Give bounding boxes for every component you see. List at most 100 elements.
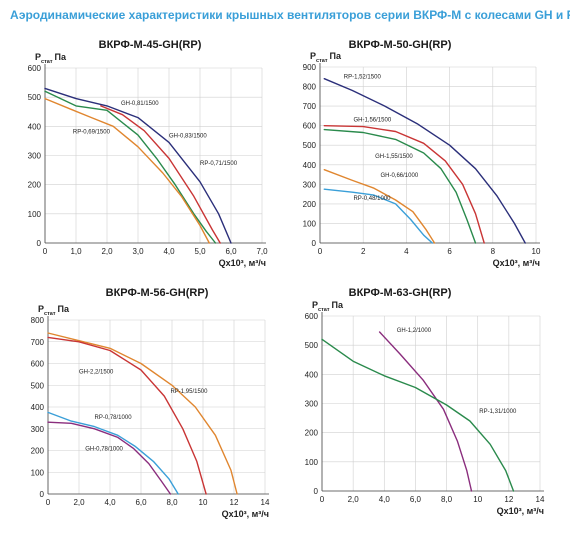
y-tick-label: 100 xyxy=(303,219,317,228)
x-tick-label: 6,0 xyxy=(410,495,422,504)
series-annotation: GH-0,66/1000 xyxy=(380,173,418,179)
series-line-2 xyxy=(323,124,485,244)
y-tick-label: 800 xyxy=(303,83,317,92)
x-tick-label: 10 xyxy=(473,495,482,504)
series-line-5 xyxy=(323,188,433,244)
series-line-2 xyxy=(47,336,207,495)
y-axis-label-unit: Па xyxy=(330,51,342,61)
chart-title: ВКРФ-М-56-GH(RP) xyxy=(106,287,209,299)
chart-panel-1: ВКРФ-М-45-GH(RP) Pстат Па 0 1,0 2,0 3,0 4,0 5,0 6… xyxy=(28,39,268,268)
x-axis-label: Qx10³, м³/ч xyxy=(219,258,266,268)
y-tick-label: 0 xyxy=(37,239,42,248)
series-annotation: GH-1,56/1500 xyxy=(353,117,391,123)
series-annotation: RP-1,95/1500 xyxy=(170,389,208,395)
y-tick-label: 100 xyxy=(305,458,319,467)
y-tick-label: 0 xyxy=(40,490,45,499)
x-tick-label: 4 xyxy=(404,247,409,256)
x-tick-label: 10 xyxy=(199,498,208,507)
x-tick-label: 4,0 xyxy=(379,495,391,504)
y-tick-label: 400 xyxy=(303,161,317,170)
series-annotation: RP-0,69/1500 xyxy=(73,130,111,136)
series-line-1 xyxy=(44,87,232,244)
y-tick-label: 300 xyxy=(28,152,42,161)
series-line-2 xyxy=(321,338,515,492)
y-axis-label-main: P xyxy=(35,52,41,62)
x-axis-label: Qx10³, м³/ч xyxy=(497,506,544,516)
y-tick-label: 400 xyxy=(28,122,42,131)
y-tick-label: 600 xyxy=(28,64,42,73)
x-axis-label: Qx10³, м³/ч xyxy=(222,509,269,519)
y-tick-label: 500 xyxy=(31,381,45,390)
x-tick-label: 8,0 xyxy=(441,495,453,504)
chart-title: ВКРФ-М-50-GH(RP) xyxy=(349,39,452,51)
y-tick-label: 500 xyxy=(303,141,317,150)
y-tick-label: 300 xyxy=(31,425,45,434)
series-line-3 xyxy=(47,411,179,495)
y-tick-label: 400 xyxy=(305,370,319,379)
series-annotation: GH-1,55/1500 xyxy=(375,154,413,160)
y-axis-label-sub: стат xyxy=(316,58,328,64)
series-annotation: GH-0,81/1500 xyxy=(121,101,159,107)
y-tick-label: 0 xyxy=(312,239,317,248)
y-axis-label-main: P xyxy=(310,51,316,61)
y-tick-label: 500 xyxy=(305,341,319,350)
series-line-4 xyxy=(44,97,211,244)
x-tick-label: 2,0 xyxy=(101,247,113,256)
y-axis-label: Pстат Па xyxy=(38,304,70,317)
y-tick-label: 600 xyxy=(31,360,45,369)
series-annotation: RP-0,71/1500 xyxy=(200,161,238,167)
x-tick-label: 6 xyxy=(447,247,452,256)
x-tick-label: 14 xyxy=(536,495,545,504)
x-tick-label: 2,0 xyxy=(348,495,360,504)
y-tick-label: 200 xyxy=(31,447,45,456)
y-tick-label: 700 xyxy=(31,338,45,347)
y-tick-label: 200 xyxy=(305,429,319,438)
x-tick-label: 10 xyxy=(532,247,541,256)
x-tick-label: 1,0 xyxy=(70,247,82,256)
y-tick-label: 0 xyxy=(314,487,319,496)
x-tick-label: 0 xyxy=(43,247,48,256)
x-tick-label: 14 xyxy=(261,498,270,507)
y-axis-label: Pстат Па xyxy=(310,51,342,64)
series-line-4 xyxy=(323,168,436,244)
x-tick-label: 7,0 xyxy=(256,247,268,256)
x-axis-label: Qx10³, м³/ч xyxy=(493,258,540,268)
x-tick-label: 12 xyxy=(230,498,239,507)
x-tick-label: 4,0 xyxy=(163,247,175,256)
series-annotation: RP-1,52/1500 xyxy=(344,75,382,81)
series-line-1 xyxy=(378,331,473,492)
x-tick-label: 0 xyxy=(318,247,323,256)
series-line-2 xyxy=(100,105,221,244)
series-annotation: RP-0,78/1000 xyxy=(95,415,133,421)
x-tick-label: 6,0 xyxy=(225,247,237,256)
chart-panel-3: ВКРФ-М-56-GH(RP) Pстат Па 0 2,0 4,0 6,0 8,0 10 12… xyxy=(31,287,270,519)
series-annotation: GH-0,83/1500 xyxy=(169,133,207,139)
chart-panel-2: ВКРФ-М-50-GH(RP)Pстат Па0 2 4 6 8 100100200300… xyxy=(303,39,541,268)
series-annotation: RP-1,31/1000 xyxy=(479,409,517,415)
y-axis-label-unit: Па xyxy=(58,304,70,314)
x-tick-label: 6,0 xyxy=(135,498,147,507)
y-tick-label: 100 xyxy=(31,468,45,477)
y-axis-label-sub: стат xyxy=(318,307,330,313)
x-tick-label: 5,0 xyxy=(194,247,206,256)
y-tick-label: 800 xyxy=(31,316,45,325)
series-annotation: GH-2,2/1500 xyxy=(79,369,114,375)
y-tick-label: 200 xyxy=(28,181,42,190)
chart-panel-4: ВКРФ-М-63-GH(RP) Pстат Па 0 2,0 4,0 6,0 8,0 10 12… xyxy=(305,287,545,516)
page-title: Аэродинамические характеристики крышных … xyxy=(10,8,570,22)
y-tick-label: 600 xyxy=(303,122,317,131)
series-line-3 xyxy=(44,90,217,244)
x-tick-label: 3,0 xyxy=(132,247,144,256)
y-tick-label: 900 xyxy=(303,63,317,72)
x-tick-label: 2 xyxy=(361,247,366,256)
x-tick-label: 0 xyxy=(320,495,325,504)
series-annotation: GH-0,78/1000 xyxy=(85,447,123,453)
series-annotation: GH-1,2/1000 xyxy=(397,328,432,334)
y-tick-label: 200 xyxy=(303,200,317,209)
x-tick-label: 8,0 xyxy=(166,498,178,507)
y-axis-label: Pстат Па xyxy=(312,300,344,313)
series-annotation: RP-0,48/1000 xyxy=(353,196,391,202)
y-axis-label-main: P xyxy=(38,304,44,314)
chart-title: ВКРФ-М-63-GH(RP) xyxy=(349,287,452,299)
